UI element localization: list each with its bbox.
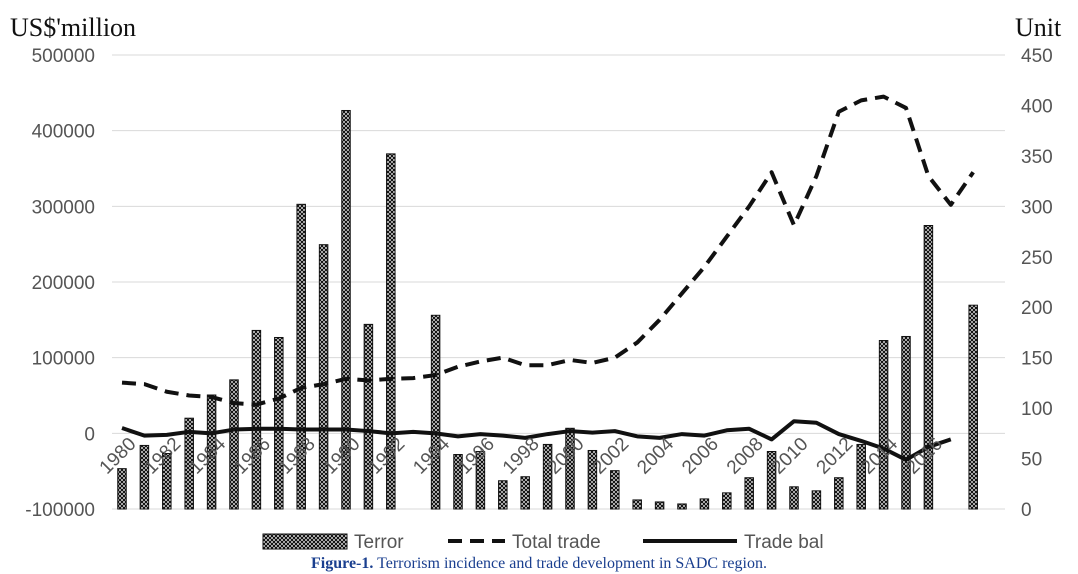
right-tick-label: 450: [1021, 46, 1053, 67]
terror-bar: [206, 394, 217, 510]
terror-bar: [565, 427, 575, 510]
terror-bar: [587, 449, 598, 510]
x-tick-label: 2006: [678, 434, 723, 479]
left-tick-label: 300000: [32, 197, 95, 218]
right-tick-label: 250: [1021, 248, 1053, 269]
terror-bar: [251, 329, 262, 510]
terror-bar: [789, 486, 799, 510]
terror-bar: [430, 314, 441, 510]
right-tick-label: 200: [1021, 298, 1053, 319]
gridlines: [112, 54, 1005, 510]
terror-bar: [296, 203, 306, 510]
legend-swatch-terror: [262, 533, 348, 550]
terror-bar: [498, 480, 508, 510]
terror-bar: [856, 443, 866, 510]
terror-bar: [475, 450, 486, 510]
right-tick-label: 150: [1021, 349, 1053, 370]
terror-bar: [117, 468, 127, 510]
left-tick-label: 200000: [32, 273, 95, 294]
figure-caption: Figure-1. Terrorism incidence and trade …: [311, 555, 767, 572]
caption-label: Figure-1.: [311, 555, 373, 572]
x-tick-label: 2004: [633, 433, 678, 478]
right-tick-label: 100: [1021, 399, 1053, 420]
terror-bar: [722, 492, 732, 510]
terror-bar: [229, 379, 239, 510]
total-trade-line: [121, 94, 975, 407]
terror-bar: [341, 109, 351, 510]
left-tick-label: 500000: [32, 46, 95, 67]
legend-label-total-trade: Total trade: [512, 532, 601, 553]
left-axis-ticks: -100000 0 100000 200000 300000 400000 500000: [25, 46, 95, 521]
legend-label-trade-bal: Trade bal: [744, 532, 824, 553]
x-tick-label: 1998: [499, 434, 544, 479]
terror-bar: [968, 304, 978, 510]
terror-bar: [610, 470, 620, 510]
terror-bar: [632, 499, 642, 510]
terror-bar: [923, 225, 934, 510]
terror-bar: [766, 450, 777, 510]
terror-bar: [542, 443, 553, 510]
x-axis-ticks: 1980 1982 1984 1986 1988 1990 1992 1994 1996 1998…: [96, 433, 947, 478]
right-tick-label: 300: [1021, 197, 1053, 218]
terror-bar: [878, 340, 889, 510]
terror-bar: [162, 453, 172, 510]
terror-bar: [386, 153, 396, 510]
terror-bar: [744, 477, 754, 510]
trade-bal-line: [121, 419, 952, 462]
x-tick-label: 2012: [813, 434, 858, 479]
right-tick-label: 400: [1021, 96, 1053, 117]
right-axis-unit: Unit: [1015, 13, 1062, 42]
caption-text: Terrorism incidence and trade developmen…: [373, 555, 767, 572]
left-tick-label: 100000: [32, 349, 95, 370]
x-tick-label: 2008: [723, 434, 768, 479]
terror-bar: [677, 503, 687, 510]
terror-bars: [117, 109, 978, 510]
left-tick-label: 400000: [32, 122, 95, 143]
right-axis-ticks: 0 50 100 150 200 250 300 350 400 450: [1021, 46, 1053, 521]
terror-bar: [139, 444, 150, 510]
terror-bar: [699, 498, 710, 510]
terror-bar: [318, 244, 329, 510]
trade-lines: [121, 94, 975, 462]
right-tick-label: 0: [1021, 500, 1032, 521]
legend: Terror Total trade Trade bal: [262, 532, 824, 553]
left-tick-label: -100000: [25, 500, 95, 521]
terror-bar: [453, 454, 463, 510]
terror-bar: [184, 417, 194, 510]
left-axis-unit: US$'million: [10, 13, 136, 42]
terror-bar: [811, 490, 822, 510]
terror-bar: [363, 323, 374, 510]
legend-label-terror: Terror: [354, 532, 404, 553]
left-tick-label: 0: [84, 424, 95, 445]
terror-bar: [901, 335, 911, 510]
terror-bar: [654, 501, 665, 510]
terror-bar: [834, 477, 844, 510]
right-tick-label: 350: [1021, 147, 1053, 168]
terror-bar: [274, 336, 284, 510]
right-tick-label: 50: [1021, 450, 1042, 471]
terror-bar: [520, 476, 530, 510]
